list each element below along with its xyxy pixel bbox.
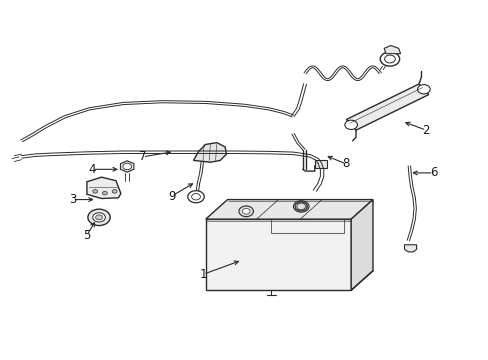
Polygon shape [350, 199, 372, 290]
Text: 8: 8 [342, 157, 349, 171]
FancyBboxPatch shape [314, 160, 326, 167]
Circle shape [88, 209, 110, 226]
Circle shape [96, 215, 102, 220]
Text: 1: 1 [199, 268, 206, 281]
Polygon shape [346, 84, 428, 130]
Circle shape [417, 85, 429, 94]
Text: 3: 3 [68, 193, 76, 206]
Circle shape [122, 163, 131, 170]
Polygon shape [205, 199, 372, 219]
Circle shape [293, 201, 308, 212]
Polygon shape [384, 45, 400, 54]
Circle shape [242, 208, 249, 214]
Circle shape [191, 194, 200, 200]
Circle shape [93, 213, 105, 222]
Circle shape [384, 55, 394, 63]
FancyBboxPatch shape [205, 219, 350, 290]
Circle shape [344, 120, 357, 130]
Text: 7: 7 [139, 150, 146, 163]
Text: 4: 4 [88, 163, 95, 176]
Text: 9: 9 [168, 189, 175, 203]
Text: 2: 2 [422, 124, 429, 137]
Polygon shape [87, 177, 121, 198]
Circle shape [102, 192, 107, 195]
Circle shape [187, 191, 204, 203]
Text: 5: 5 [83, 229, 90, 242]
Circle shape [112, 190, 117, 193]
Polygon shape [193, 143, 226, 162]
Polygon shape [120, 161, 134, 172]
Circle shape [239, 206, 253, 217]
Circle shape [93, 190, 98, 193]
Polygon shape [404, 245, 416, 252]
Text: 6: 6 [429, 166, 436, 179]
Circle shape [380, 52, 399, 66]
